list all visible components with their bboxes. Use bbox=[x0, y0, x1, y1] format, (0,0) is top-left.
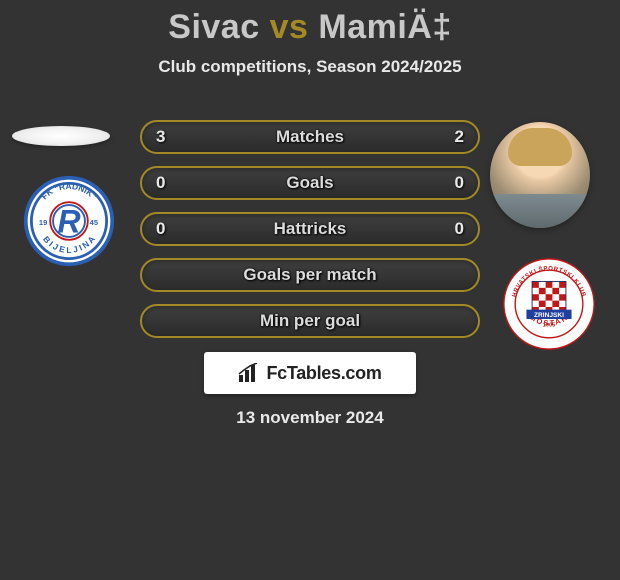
page-title: Sivac vs MamiÄ‡ bbox=[0, 0, 620, 47]
player1-name: Sivac bbox=[168, 8, 259, 46]
svg-text:19: 19 bbox=[39, 218, 47, 227]
player2-name: MamiÄ‡ bbox=[318, 8, 451, 46]
bar-label: Min per goal bbox=[260, 311, 360, 331]
bar-value-left: 0 bbox=[156, 219, 165, 239]
bar-hattricks: 0 Hattricks 0 bbox=[140, 212, 480, 246]
svg-text:45: 45 bbox=[90, 218, 98, 227]
bar-min-per-goal: Min per goal bbox=[140, 304, 480, 338]
bar-goals-per-match: Goals per match bbox=[140, 258, 480, 292]
bar-matches: 3 Matches 2 bbox=[140, 120, 480, 154]
vs-separator: vs bbox=[270, 8, 309, 46]
snapshot-date: 13 november 2024 bbox=[0, 408, 620, 428]
bar-goals: 0 Goals 0 bbox=[140, 166, 480, 200]
bar-label: Goals per match bbox=[243, 265, 376, 285]
bar-label: Matches bbox=[276, 127, 344, 147]
bar-chart-icon bbox=[238, 363, 260, 383]
bar-label: Goals bbox=[286, 173, 333, 193]
bar-value-right: 0 bbox=[455, 219, 464, 239]
player1-club-crest: FK "RADNIK" B I J E L J I N A 19 45 R bbox=[22, 174, 116, 268]
fctables-logo: FcTables.com bbox=[204, 352, 416, 394]
brand-text: FcTables.com bbox=[266, 363, 381, 384]
player2-avatar bbox=[490, 122, 590, 228]
svg-text:ZRINJSKI: ZRINJSKI bbox=[534, 312, 564, 319]
bar-label: Hattricks bbox=[274, 219, 347, 239]
player2-club-crest: HRVATSKI ŠPORTSKI KLUB MOSTAR bbox=[502, 257, 596, 351]
svg-text:R: R bbox=[57, 203, 80, 239]
bar-value-left: 3 bbox=[156, 127, 165, 147]
bar-value-right: 0 bbox=[455, 173, 464, 193]
subtitle: Club competitions, Season 2024/2025 bbox=[0, 57, 620, 77]
comparison-bars: 3 Matches 2 0 Goals 0 0 Hattricks 0 Goal… bbox=[140, 120, 480, 350]
player1-avatar bbox=[12, 126, 110, 146]
bar-value-left: 0 bbox=[156, 173, 165, 193]
bar-value-right: 2 bbox=[455, 127, 464, 147]
svg-text:1905: 1905 bbox=[543, 323, 556, 329]
